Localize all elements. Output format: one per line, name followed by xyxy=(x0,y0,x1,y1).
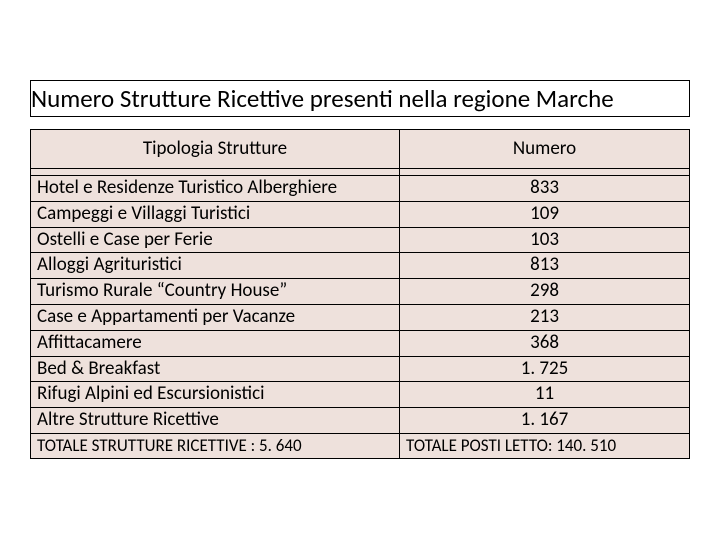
cell-type: Rifugi Alpini ed Escursionistici xyxy=(31,382,400,408)
spacer-cell xyxy=(31,169,400,176)
table-row: Turismo Rurale “Country House”298 xyxy=(31,279,690,305)
cell-count: 813 xyxy=(400,253,690,279)
cell-type: Altre Strutture Ricettive xyxy=(31,408,400,434)
table-row: Altre Strutture Ricettive1. 167 xyxy=(31,408,690,434)
cell-type: Affittacamere xyxy=(31,330,400,356)
footer-total-beds: TOTALE POSTI LETTO: 140. 510 xyxy=(400,433,690,458)
cell-type: Case e Appartamenti per Vacanze xyxy=(31,304,400,330)
table-spacer-row xyxy=(31,169,690,176)
cell-type: Hotel e Residenze Turistico Alberghiere xyxy=(31,176,400,202)
cell-type: Bed & Breakfast xyxy=(31,356,400,382)
cell-count: 1. 167 xyxy=(400,408,690,434)
col-header-type: Tipologia Strutture xyxy=(31,130,400,169)
col-header-count: Numero xyxy=(400,130,690,169)
cell-count: 11 xyxy=(400,382,690,408)
page-title: Numero Strutture Ricettive presenti nell… xyxy=(30,80,690,117)
spacer-cell xyxy=(400,169,690,176)
table-row: Hotel e Residenze Turistico Alberghiere8… xyxy=(31,176,690,202)
structures-table: Tipologia Strutture Numero Hotel e Resid… xyxy=(30,129,690,459)
table-row: Case e Appartamenti per Vacanze213 xyxy=(31,304,690,330)
cell-count: 103 xyxy=(400,227,690,253)
table-row: Bed & Breakfast1. 725 xyxy=(31,356,690,382)
table-row: Ostelli e Case per Ferie103 xyxy=(31,227,690,253)
cell-count: 1. 725 xyxy=(400,356,690,382)
table-footer-row: TOTALE STRUTTURE RICETTIVE : 5. 640 TOTA… xyxy=(31,433,690,458)
cell-count: 368 xyxy=(400,330,690,356)
cell-count: 109 xyxy=(400,201,690,227)
table-row: Alloggi Agrituristici813 xyxy=(31,253,690,279)
cell-type: Campeggi e Villaggi Turistici xyxy=(31,201,400,227)
cell-type: Alloggi Agrituristici xyxy=(31,253,400,279)
table-header-row: Tipologia Strutture Numero xyxy=(31,130,690,169)
cell-count: 833 xyxy=(400,176,690,202)
table-row: Affittacamere368 xyxy=(31,330,690,356)
table-row: Campeggi e Villaggi Turistici109 xyxy=(31,201,690,227)
cell-count: 298 xyxy=(400,279,690,305)
footer-total-structures: TOTALE STRUTTURE RICETTIVE : 5. 640 xyxy=(31,433,400,458)
table-row: Rifugi Alpini ed Escursionistici11 xyxy=(31,382,690,408)
cell-count: 213 xyxy=(400,304,690,330)
slide-container: Numero Strutture Ricettive presenti nell… xyxy=(0,0,720,459)
cell-type: Turismo Rurale “Country House” xyxy=(31,279,400,305)
cell-type: Ostelli e Case per Ferie xyxy=(31,227,400,253)
